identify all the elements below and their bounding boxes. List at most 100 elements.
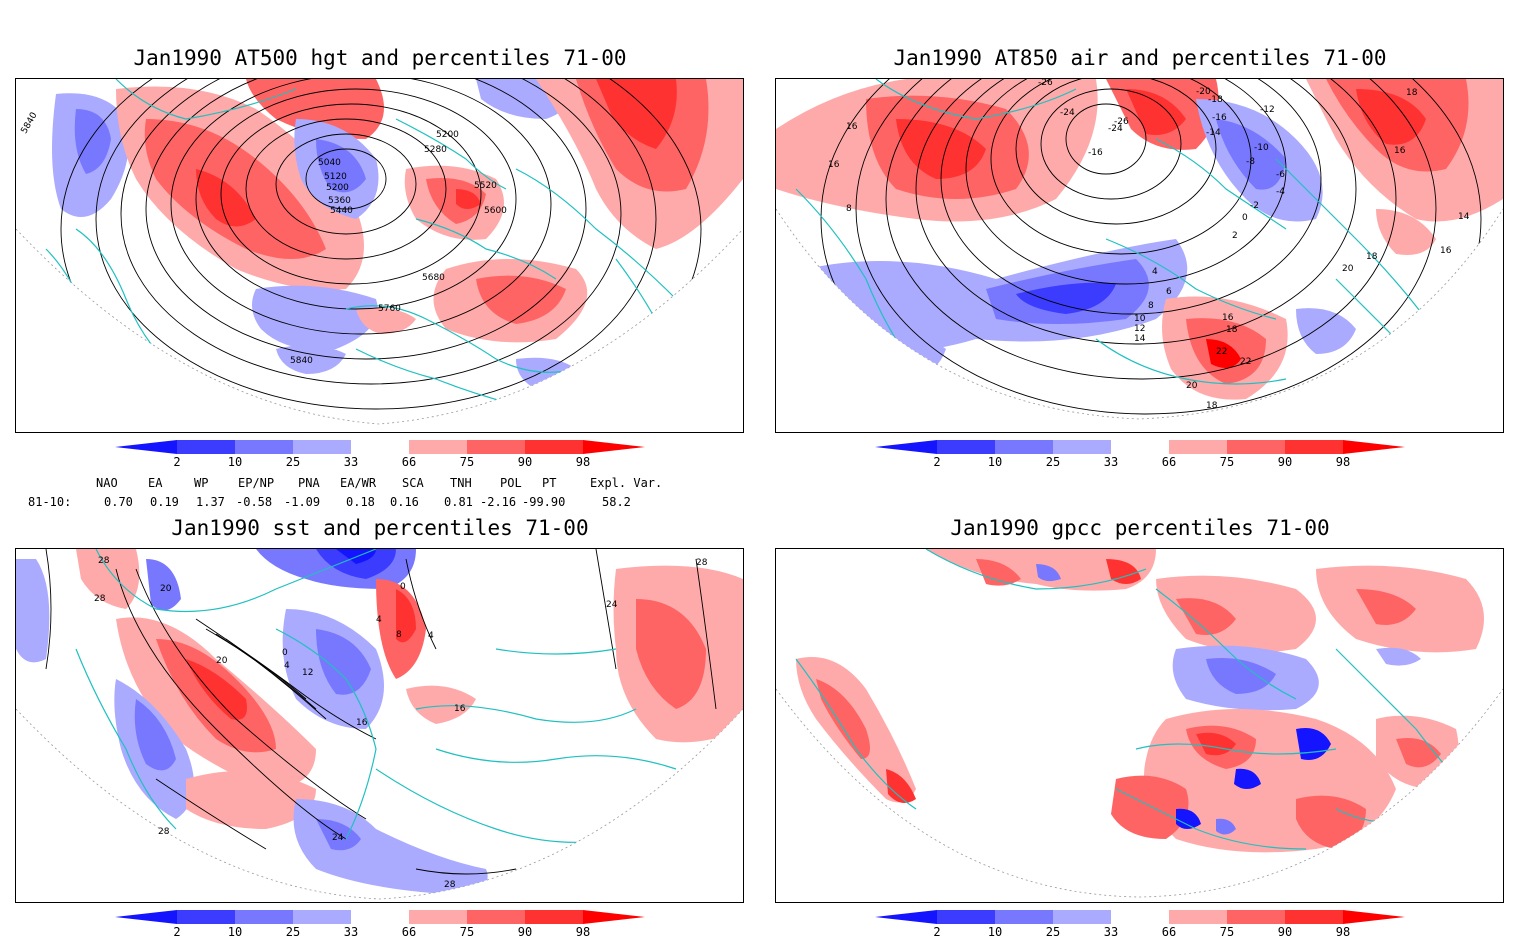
contour-label: -14 — [1206, 128, 1221, 138]
colorbar-tick: 75 — [459, 455, 475, 469]
colorbar-swatch — [1343, 910, 1405, 924]
contour-label: -2 — [1250, 201, 1259, 211]
value-expl-var: 58.2 — [602, 495, 631, 509]
colorbar-swatch — [937, 910, 995, 924]
colorbar-tick: 98 — [575, 925, 591, 939]
contour-label: 8 — [1148, 301, 1154, 311]
colorbar-swatch — [115, 440, 177, 454]
colorbar-swatch — [1285, 440, 1343, 454]
contour-label: 20 — [1342, 264, 1354, 274]
contour-label: 16 — [1394, 146, 1406, 156]
panel-title-hgt500: Jan1990 AT500 hgt and percentiles 71-00 — [133, 46, 627, 70]
coastlines — [75, 549, 677, 843]
colorbar-tick: 10 — [227, 455, 243, 469]
contour-label: 8 — [846, 204, 852, 214]
panel-title-sst: Jan1990 sst and percentiles 71-00 — [171, 516, 589, 540]
colorbar-svg — [875, 440, 1405, 454]
colorbar-swatch — [177, 440, 235, 454]
colorbar-tick: 2 — [173, 925, 181, 939]
contour-label: -18 — [1208, 95, 1223, 105]
contour-label: -4 — [1276, 187, 1285, 197]
colorbar-tick: 33 — [1103, 925, 1119, 939]
colorbar-swatch — [235, 440, 293, 454]
header-pol: POL — [500, 476, 522, 490]
height-contours — [60, 79, 702, 424]
contour-label: 28 — [444, 880, 456, 890]
contour-label: 5360 — [328, 196, 351, 206]
contour-label: 0 — [400, 582, 406, 592]
map-sst-svg: 28 28 20 20 0 4 8 4 0 4 12 16 16 24 28 2… — [16, 549, 743, 900]
contour-label: 16 — [1440, 246, 1452, 256]
map-gpcc — [775, 548, 1504, 903]
colorbar-tick: 33 — [343, 455, 359, 469]
header-ep-np: EP/NP — [238, 476, 275, 490]
colorbar-swatch — [1227, 910, 1285, 924]
contour-label: 20 — [1186, 381, 1198, 391]
colorbar-tick: 66 — [401, 455, 417, 469]
contour-label: 18 — [1226, 325, 1238, 335]
contour-label: 16 — [846, 122, 858, 132]
contour-label: 28 — [696, 558, 708, 568]
colorbar-swatch — [583, 440, 645, 454]
header-pna: PNA — [298, 476, 320, 490]
colorbar-swatch — [409, 440, 467, 454]
contour-label: -26 — [1038, 79, 1053, 88]
colorbar-swatch — [525, 440, 583, 454]
colorbar-swatch — [293, 440, 351, 454]
value-wp: 1.37 — [196, 495, 225, 509]
value-pol: -2.16 — [480, 495, 517, 509]
contour-label: -24 — [1108, 124, 1123, 134]
colorbar-tick: 10 — [987, 455, 1003, 469]
contour-label: -16 — [1088, 148, 1103, 158]
contour-label: 12 — [1134, 324, 1145, 334]
contour-label: 18 — [1206, 401, 1218, 411]
contour-label: -20 — [1196, 87, 1211, 97]
temperature-contours — [820, 79, 1482, 419]
panel-title-air850: Jan1990 AT850 air and percentiles 71-00 — [893, 46, 1387, 70]
contour-label: 12 — [302, 668, 313, 678]
contour-label: -8 — [1246, 157, 1255, 167]
colorbar-tick: 90 — [517, 455, 533, 469]
colorbar-swatch — [115, 910, 177, 924]
colorbar-swatch — [467, 440, 525, 454]
colorbar-tick: 33 — [343, 925, 359, 939]
contour-label: 28 — [94, 594, 106, 604]
colorbar-swatch — [1053, 910, 1111, 924]
colorbar-swatch — [525, 910, 583, 924]
colorbar-tick: 25 — [285, 925, 301, 939]
contour-label: 20 — [216, 656, 228, 666]
colorbar-swatch — [1111, 910, 1169, 924]
contour-label: -16 — [1212, 113, 1227, 123]
map-air850: -26 -20 -18 -24 -26 -24 -16 -14 -12 -10 … — [775, 78, 1504, 433]
sst-contour-labels: 28 28 20 20 0 4 8 4 0 4 12 16 16 24 28 2… — [94, 556, 708, 890]
colorbar-tick: 66 — [1161, 925, 1177, 939]
colorbar-swatch — [1227, 440, 1285, 454]
colorbar-swatch — [177, 910, 235, 924]
colorbar-sst: 2 10 25 33 66 75 90 98 — [115, 910, 655, 942]
colorbar-swatch — [1169, 440, 1227, 454]
colorbar-tick: 75 — [1219, 455, 1235, 469]
value-pt: -99.90 — [522, 495, 566, 509]
colorbar-tick: 90 — [1277, 925, 1293, 939]
contour-label: 2 — [1232, 231, 1238, 241]
colorbar-swatch — [1053, 440, 1111, 454]
contour-label: 4 — [1152, 267, 1158, 277]
value-ea-wr: 0.18 — [346, 495, 375, 509]
contour-label: 18 — [1366, 252, 1378, 262]
map-sst: 28 28 20 20 0 4 8 4 0 4 12 16 16 24 28 2… — [15, 548, 744, 903]
contour-label: 16 — [356, 718, 368, 728]
colorbar-tick: 25 — [285, 455, 301, 469]
air850-contour-labels: -26 -20 -18 -24 -26 -24 -16 -14 -12 -10 … — [828, 79, 1470, 411]
contour-label: 5200 — [326, 183, 349, 193]
header-nao: NAO — [96, 476, 118, 490]
contour-label: 5200 — [436, 130, 459, 140]
colorbar-swatch — [1285, 910, 1343, 924]
map-gpcc-svg — [776, 549, 1503, 898]
colorbar-swatch — [467, 910, 525, 924]
colorbar-tick: 33 — [1103, 455, 1119, 469]
contour-label: 4 — [428, 631, 434, 641]
value-nao: 0.70 — [104, 495, 133, 509]
colorbar-tick: 75 — [1219, 925, 1235, 939]
percentile-shading — [52, 79, 743, 389]
contour-label: 5280 — [424, 145, 447, 155]
